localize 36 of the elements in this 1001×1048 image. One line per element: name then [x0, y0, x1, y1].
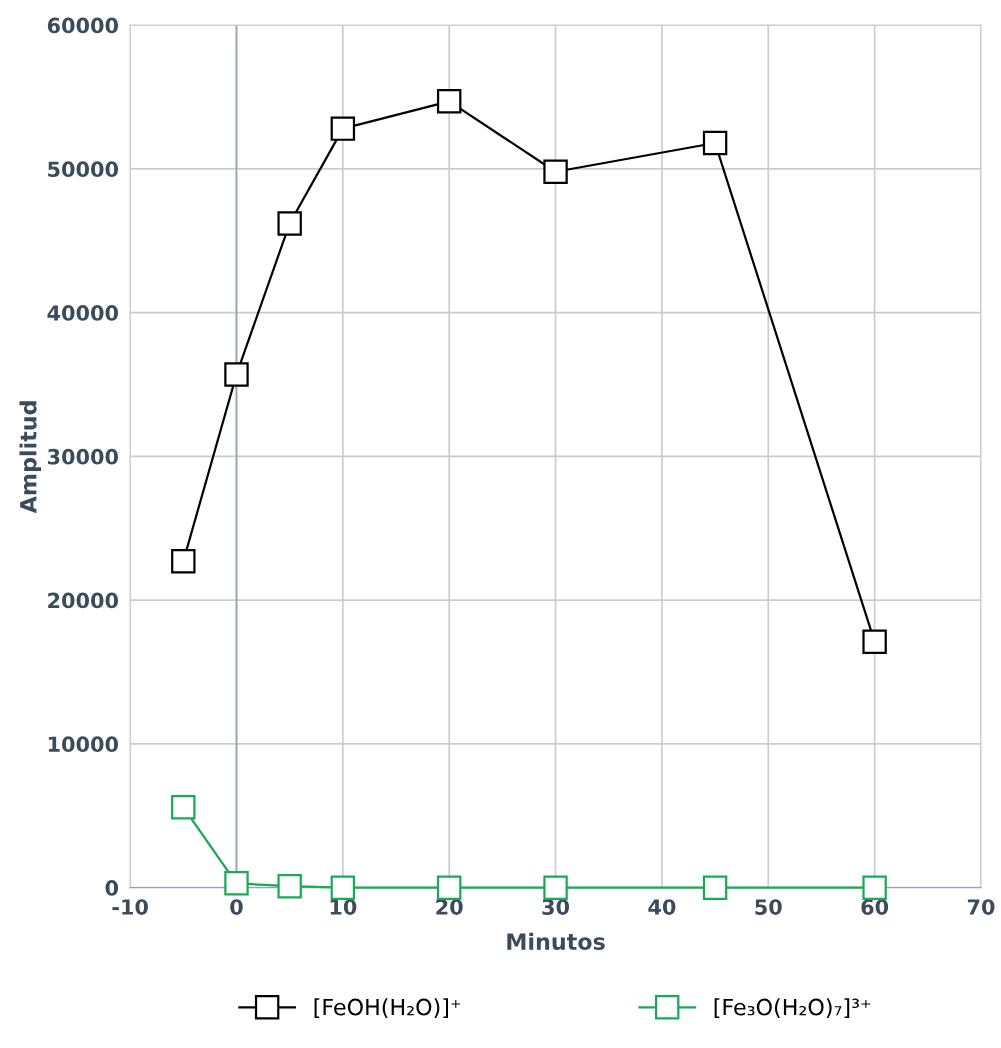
point	[224, 362, 249, 387]
point	[543, 875, 568, 900]
point	[277, 211, 302, 236]
y-axis-title: Amplitud	[19, 401, 41, 514]
point	[702, 130, 728, 156]
point	[862, 629, 887, 655]
x-tick-label: 50	[755, 899, 782, 915]
point	[543, 159, 568, 184]
point	[330, 875, 356, 900]
x-tick-label: 30	[542, 899, 570, 915]
point	[171, 794, 196, 820]
point	[171, 549, 196, 574]
point	[436, 89, 462, 114]
x-tick-label: 10	[330, 899, 357, 915]
y-tick-label: 10000	[48, 736, 119, 753]
point	[702, 875, 728, 900]
point	[224, 871, 249, 896]
x-tick-label: 20	[436, 899, 463, 915]
point	[862, 875, 887, 900]
x-tick-label: 70	[967, 899, 995, 915]
legend-label: [FeOH(H₂O)]⁺	[314, 998, 461, 1019]
x-tick-label: -10	[112, 899, 148, 915]
point	[330, 116, 356, 141]
y-tick-label: 0	[105, 880, 119, 896]
y-tick-label: 50000	[48, 161, 119, 178]
y-tick-label: 60000	[47, 17, 119, 34]
point	[277, 874, 302, 899]
point	[436, 875, 462, 900]
x-tick-label: 0	[230, 899, 243, 915]
y-tick-label: 20000	[48, 592, 119, 609]
y-tick-label: 40000	[47, 305, 119, 321]
x-tick-label: 60	[861, 899, 889, 915]
y-tick-label: 30000	[47, 448, 119, 465]
legend-label: [Fe₃O(H₂O)₇]³⁺	[714, 998, 871, 1019]
x-tick-label: 40	[648, 899, 676, 915]
x-axis-title: Minutos	[507, 932, 605, 951]
